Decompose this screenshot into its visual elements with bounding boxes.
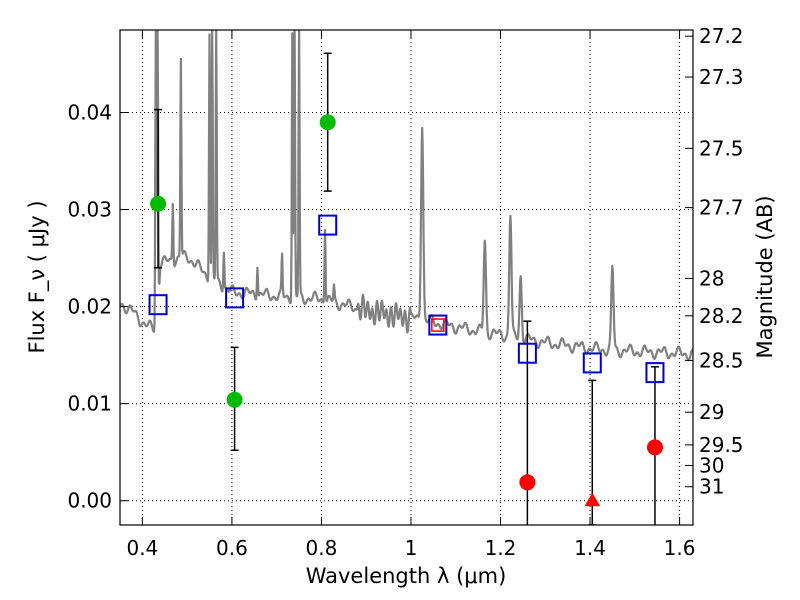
mag-tick-label: 27.7	[699, 196, 744, 220]
data-point	[319, 114, 336, 131]
x-tick-label: 0.6	[216, 536, 248, 560]
y-tick-label: 0.03	[67, 198, 112, 222]
mag-tick-label: 27.3	[699, 65, 744, 89]
x-axis-label: Wavelength λ (μm)	[306, 564, 507, 588]
model-point	[517, 342, 537, 364]
model-point	[148, 294, 168, 316]
x-tick-label: 1	[405, 536, 418, 560]
model-point	[428, 314, 448, 336]
data-point	[431, 318, 445, 332]
x-tick-label: 0.8	[306, 536, 338, 560]
y-tick-label: 0.01	[67, 392, 112, 416]
data-point	[519, 474, 536, 491]
spectrum-line	[120, 30, 693, 362]
x-tick-label: 1.6	[664, 536, 696, 560]
mag-tick-label: 28.2	[699, 304, 744, 328]
mag-tick-label: 27.5	[699, 136, 744, 160]
axis-layer: 0.4 0.6 0.8 1 1.2 1.4 1.6 0.00 0.01 0.02 0.03 0.04 2…	[67, 24, 743, 560]
model-point	[318, 214, 338, 236]
x-tick-label: 1.2	[485, 536, 517, 560]
model-point	[582, 352, 602, 374]
y-axis-label: Flux F_ν ( μJy )	[25, 200, 50, 353]
mag-tick-label: 27.2	[699, 24, 744, 48]
upper-limit-marker	[584, 492, 601, 507]
mag-tick-label: 29.5	[699, 433, 744, 457]
mag-tick-label: 31	[699, 475, 724, 499]
y-tick-label: 0.00	[67, 489, 112, 513]
data-point	[150, 195, 167, 212]
y-tick-label: 0.02	[67, 295, 112, 319]
x-tick-label: 1.4	[574, 536, 606, 560]
marker-layer	[148, 114, 665, 507]
x-tick-label: 0.4	[126, 536, 158, 560]
mag-tick-label: 29	[699, 400, 724, 424]
y2-axis-label: Magnitude (AB)	[753, 195, 777, 358]
plot-frame	[119, 29, 694, 526]
spectrum-layer	[120, 30, 693, 362]
data-point	[646, 439, 663, 456]
mag-tick-label: 28.5	[699, 348, 744, 372]
y-tick-label: 0.04	[67, 101, 112, 125]
model-point	[645, 362, 665, 384]
mag-tick-label: 28	[699, 266, 724, 290]
grid	[120, 30, 693, 525]
mag-tick-label: 30	[699, 453, 724, 477]
model-point	[225, 287, 245, 309]
data-point	[226, 391, 243, 408]
